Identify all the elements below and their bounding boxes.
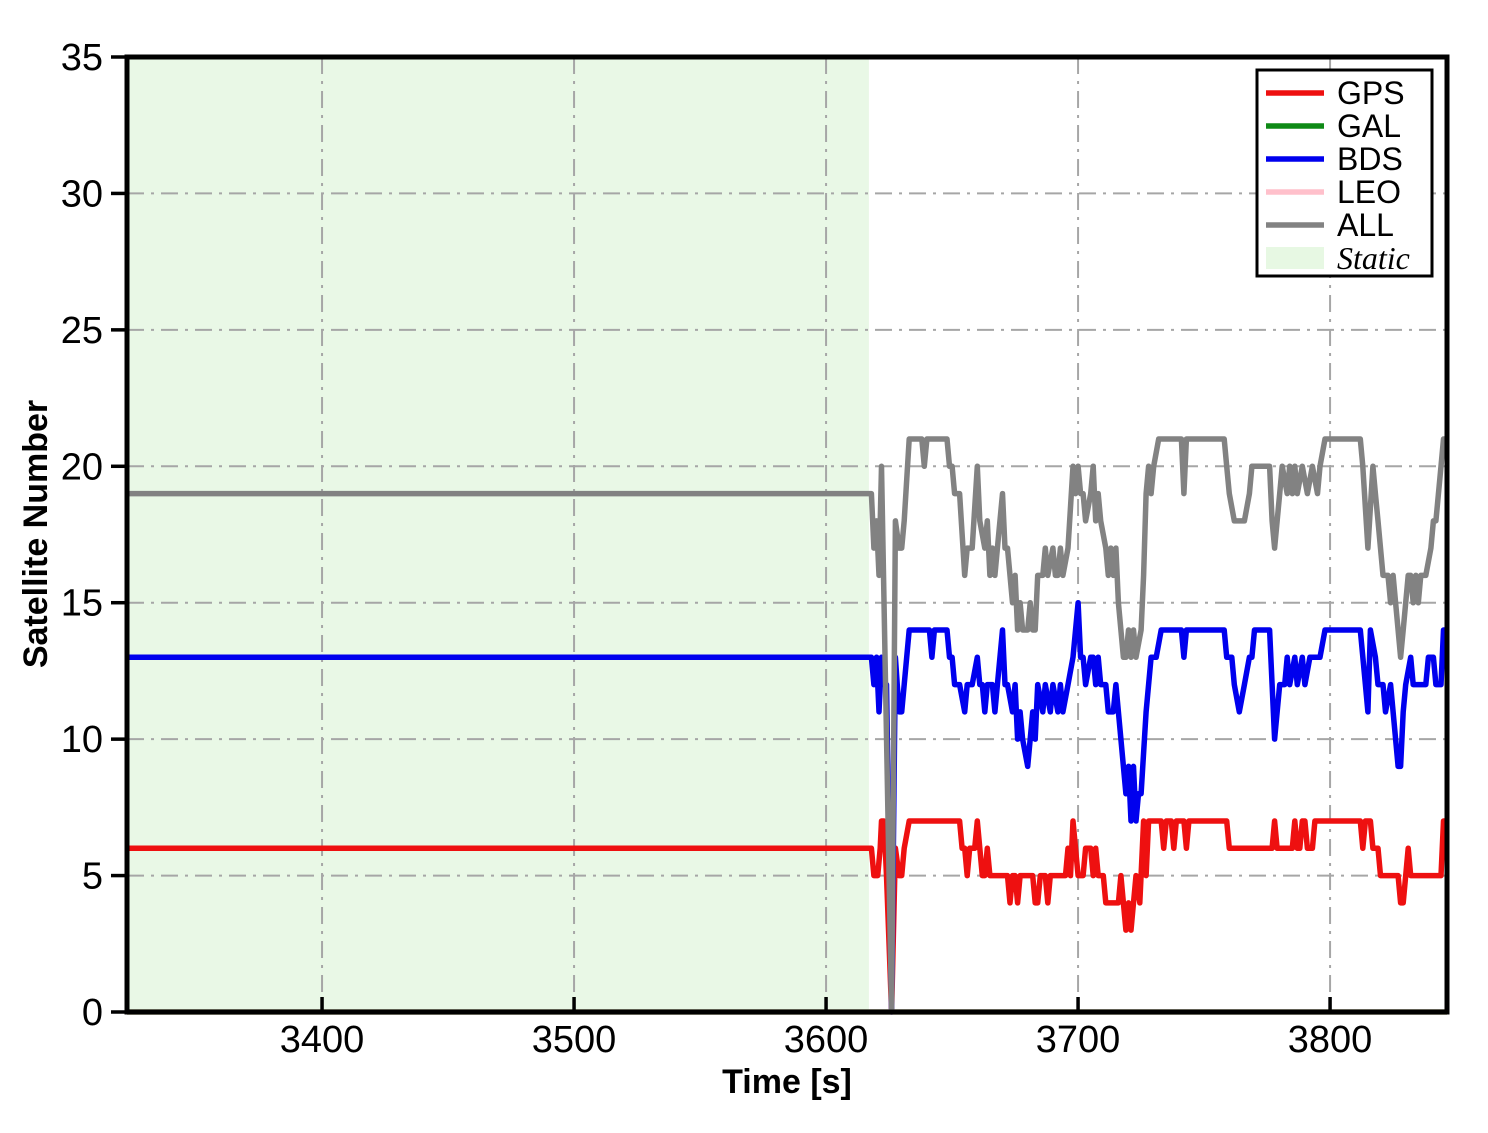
y-tick-label: 5 <box>82 856 103 898</box>
legend-entry-gal: GAL <box>1266 108 1401 144</box>
y-tick-label: 15 <box>61 583 103 625</box>
x-axis-label: Time [s] <box>722 1063 852 1101</box>
legend-entry-static: Static <box>1266 240 1410 276</box>
legend-entry-gps: GPS <box>1266 75 1405 111</box>
legend-label: GPS <box>1337 75 1405 111</box>
legend-label: BDS <box>1337 141 1403 177</box>
legend-label: GAL <box>1337 108 1401 144</box>
series-line-all <box>127 436 1447 1015</box>
y-tick-label: 10 <box>61 719 103 761</box>
y-tick-label: 20 <box>61 446 103 488</box>
legend-entry-leo: LEO <box>1266 174 1401 210</box>
y-tick-label: 35 <box>61 37 103 79</box>
static-region-shading <box>127 57 869 1012</box>
legend-frame <box>1255 68 1434 278</box>
legend-entry-all: ALL <box>1266 207 1394 243</box>
x-tick-label: 3800 <box>1288 1019 1373 1061</box>
x-tick-label: 3500 <box>532 1019 617 1061</box>
y-tick-label: 30 <box>61 173 103 215</box>
x-tick-label: 3600 <box>784 1019 869 1061</box>
legend-label: LEO <box>1337 174 1401 210</box>
x-tick-label: 3700 <box>1036 1019 1121 1061</box>
y-tick-label: 0 <box>82 992 103 1034</box>
y-axis-label: Satellite Number <box>17 400 55 668</box>
series-line-gps <box>127 818 1447 1015</box>
legend-swatch-patch <box>1266 247 1324 269</box>
legend-entry-bds: BDS <box>1266 141 1403 177</box>
legend-label: Static <box>1337 240 1410 276</box>
y-tick-label: 25 <box>61 310 103 352</box>
plot-frame <box>124 54 1450 1015</box>
x-tick-label: 3400 <box>280 1019 365 1061</box>
series-line-bds <box>127 599 1447 1015</box>
legend-label: ALL <box>1337 207 1394 243</box>
